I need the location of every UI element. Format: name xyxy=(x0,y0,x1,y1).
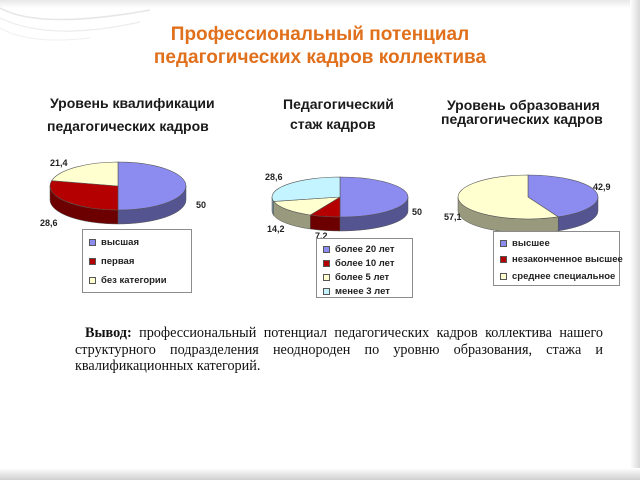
right-frame xyxy=(630,0,640,480)
chart2-pie: 50 7,2 14,2 28,6 xyxy=(265,172,422,241)
data-label-1: 28,6 xyxy=(40,218,58,228)
data-label-2: 57,1 xyxy=(444,212,462,222)
legend-item: более 5 лет xyxy=(323,270,412,284)
pie-side-1 xyxy=(310,214,341,232)
data-label-0: 42,9 xyxy=(593,182,611,192)
chart3-heading-line2: педагогических кадров xyxy=(441,111,603,127)
pie-slice-без категории xyxy=(51,161,119,187)
page-title-line1: Профессиональный потенциал xyxy=(170,24,470,45)
chart1-heading-line2: педагогических кадров xyxy=(47,118,209,134)
legend-item: среднее специальное xyxy=(500,268,619,285)
pie-slice-среднее специальное xyxy=(457,174,560,220)
legend-label: более 20 лет xyxy=(335,243,395,255)
data-label-2: 21,4 xyxy=(50,158,68,168)
legend-item: более 20 лет xyxy=(323,242,412,256)
data-label-0: 50 xyxy=(196,200,206,210)
legend-label: высшая xyxy=(101,237,139,248)
legend-label: незаконченное высшее xyxy=(512,254,623,266)
pie-slice-более 20 лет xyxy=(339,176,409,218)
data-label-3: 28,6 xyxy=(265,172,283,182)
legend-item: незаконченное высшее xyxy=(500,252,623,269)
pie-slice-более 5 лет xyxy=(273,196,341,216)
legend-label: более 5 лет xyxy=(335,271,390,283)
legend-swatch xyxy=(500,256,507,264)
legend-swatch xyxy=(323,245,330,253)
pie-slice-первая xyxy=(49,180,119,211)
legend-item: менее 3 лет xyxy=(323,284,412,298)
legend-swatch xyxy=(89,277,96,284)
legend-label: менее 3 лет xyxy=(335,285,390,297)
legend-label: среднее специальное xyxy=(512,270,616,282)
chart1-pie: 50 28,6 21,4 xyxy=(40,158,206,228)
conclusion-label: Вывод: xyxy=(85,325,132,341)
pie-slice-высшая xyxy=(117,161,187,211)
legend-item: более 10 лет xyxy=(323,256,412,270)
legend-item: высшая xyxy=(89,233,191,252)
legend-label: более 10 лет xyxy=(335,257,395,269)
chart3-heading-line1: Уровень образования xyxy=(447,97,600,113)
legend-item: без категории xyxy=(89,271,191,290)
pie-slice-высшее xyxy=(527,174,599,218)
legend-swatch xyxy=(500,239,507,247)
legend-item: первая xyxy=(89,252,191,271)
legend-swatch xyxy=(323,259,330,267)
corner-decoration xyxy=(0,7,150,41)
data-label-0: 50 xyxy=(412,207,422,217)
bottom-frame xyxy=(0,468,640,480)
data-label-1: 7,2 xyxy=(315,231,328,241)
chart3-legend: высшее незаконченное высшее среднее специа… xyxy=(493,231,623,286)
data-label-2: 14,2 xyxy=(267,224,285,234)
legend-swatch xyxy=(323,273,330,281)
chart2-heading-line2: стаж кадров xyxy=(290,116,376,132)
legend-label: без категории xyxy=(101,275,167,286)
legend-swatch xyxy=(89,258,96,265)
conclusion-text: Вывод: профессиональный потенциал педаго… xyxy=(75,325,603,375)
chart1-legend: высшая первая без категории xyxy=(82,229,192,293)
legend-swatch xyxy=(500,272,507,280)
chart2-legend: более 20 лет более 10 лет более 5 лет менее… xyxy=(316,238,413,298)
top-frame xyxy=(0,0,640,8)
chart1-heading-line1: Уровень квалификации xyxy=(50,95,215,111)
legend-swatch xyxy=(323,287,330,295)
chart2-heading-line1: Педагогический xyxy=(283,96,394,112)
page-title-line2: педагогических кадров коллектива xyxy=(153,47,487,68)
legend-label: первая xyxy=(101,256,135,267)
conclusion-body: профессиональный потенциал педагогически… xyxy=(75,325,604,374)
pie-slice-менее 3 лет xyxy=(271,176,341,202)
legend-item: высшее xyxy=(500,235,619,252)
legend-label: высшее xyxy=(512,237,550,249)
legend-swatch xyxy=(89,239,96,246)
